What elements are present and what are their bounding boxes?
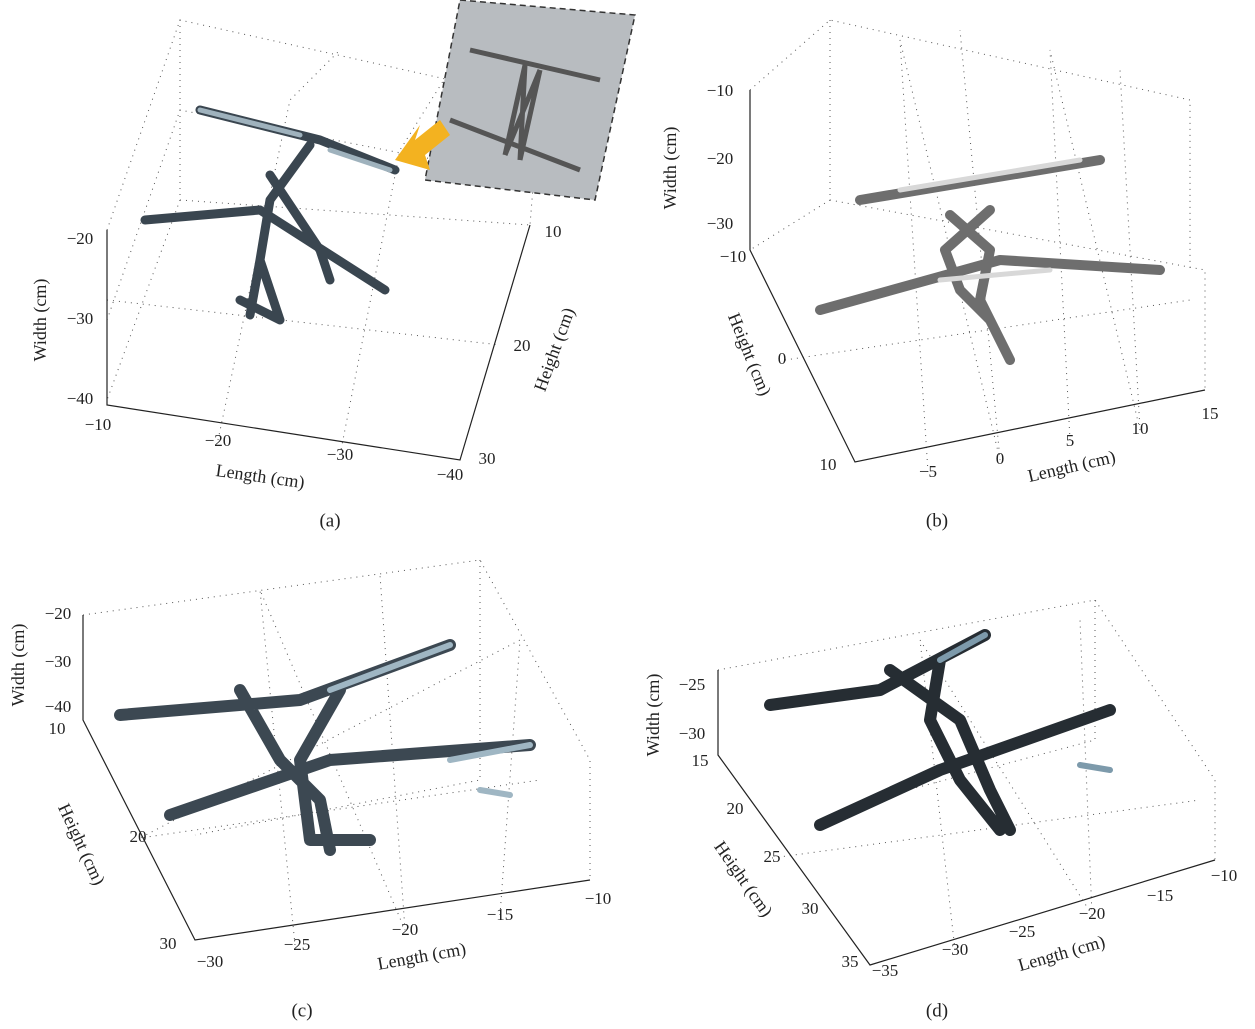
axis-label: Height (cm): [723, 310, 775, 399]
tick-label: −15: [1147, 886, 1174, 905]
tick-label: −35: [872, 961, 899, 980]
panel-c-frame: [83, 560, 590, 945]
tick-label: −30: [679, 724, 706, 743]
tick-label: −10: [707, 81, 734, 100]
axis-label: Width (cm): [643, 674, 664, 757]
tick-label: 35: [842, 952, 859, 971]
axis-label: Width (cm): [30, 279, 51, 362]
tick-label: −30: [707, 214, 734, 233]
axis-label: Length (cm): [1026, 446, 1118, 487]
tick-label: −25: [679, 675, 706, 694]
tick-label: 30: [160, 934, 177, 953]
tick-label: 5: [1066, 431, 1075, 450]
tick-label: 10: [820, 455, 837, 474]
tick-label: −40: [437, 465, 464, 484]
panel-caption: (a): [319, 510, 340, 531]
tick-label: −25: [1009, 922, 1036, 941]
panel-caption: (c): [291, 1000, 312, 1021]
axis-label: Length (cm): [376, 939, 468, 975]
tick-label: −30: [942, 940, 969, 959]
tick-label: −30: [327, 445, 354, 464]
tick-label: 0: [778, 349, 787, 368]
tick-label: 10: [1132, 419, 1149, 438]
axis-label: Length (cm): [214, 460, 306, 493]
tick-label: −40: [67, 389, 94, 408]
tick-label: 15: [692, 751, 709, 770]
tick-label: 20: [514, 336, 531, 355]
tick-label: 15: [1202, 404, 1219, 423]
tick-label: −30: [197, 952, 224, 971]
tick-label: −20: [392, 920, 419, 939]
inset-image: [395, 0, 635, 200]
tick-label: −10: [720, 247, 747, 266]
tick-label: −25: [284, 935, 311, 954]
tick-label: 10: [49, 719, 66, 738]
panel-caption: (d): [926, 1000, 948, 1021]
tick-label: −10: [1211, 866, 1238, 885]
panel-caption: (b): [926, 510, 948, 531]
axis-label: Width (cm): [8, 624, 29, 707]
tick-label: −30: [67, 309, 94, 328]
tick-label: 25: [764, 847, 781, 866]
point-cloud-c: [120, 645, 530, 850]
point-cloud-b: [820, 160, 1160, 360]
tick-label: −20: [205, 431, 232, 450]
tick-label: 10: [545, 222, 562, 241]
tick-label: −15: [487, 905, 514, 924]
tick-label: 20: [130, 827, 147, 846]
tick-label: 30: [479, 449, 496, 468]
tick-label: 30: [802, 899, 819, 918]
tick-label: −20: [67, 229, 94, 248]
tick-label: −10: [585, 889, 612, 908]
tick-label: −20: [707, 149, 734, 168]
point-cloud-d: [770, 635, 1110, 830]
axis-label: Width (cm): [660, 127, 681, 210]
tick-label: −5: [919, 462, 937, 481]
point-cloud-a: [145, 110, 395, 320]
axis-label: Height (cm): [53, 800, 109, 888]
tick-label: 0: [996, 449, 1005, 468]
tick-label: −20: [45, 604, 72, 623]
tick-label: 20: [727, 799, 744, 818]
figure: (a) Width (cm) −20 −30 −40 Length (cm) −10 −20 −…: [0, 0, 1255, 1029]
tick-label: −30: [45, 652, 72, 671]
tick-label: −40: [45, 697, 72, 716]
axis-label: Height (cm): [530, 305, 580, 394]
panel-b-frame: [750, 20, 1205, 472]
tick-label: −20: [1079, 904, 1106, 923]
tick-label: −10: [85, 415, 112, 434]
